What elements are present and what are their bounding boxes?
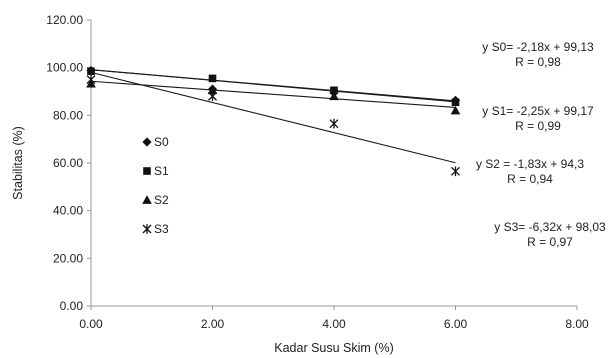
r-value-s2: R = 0,94 bbox=[507, 172, 553, 186]
y-tick-label: 80.00 bbox=[53, 108, 83, 122]
data-point-s3 bbox=[329, 118, 339, 129]
legend-marker-s0 bbox=[142, 137, 152, 147]
trendline-s3 bbox=[90, 71, 456, 164]
r-value-s0: R = 0,98 bbox=[515, 55, 561, 69]
data-point-s1 bbox=[87, 67, 95, 76]
legend-marker-s1 bbox=[143, 167, 151, 175]
data-point-s2 bbox=[450, 105, 461, 115]
r-value-s3: R = 0,97 bbox=[527, 235, 573, 249]
y-tick-label: 120.00 bbox=[46, 13, 83, 27]
equation-s3: y S3= -6,32x + 98,03 bbox=[494, 220, 606, 234]
data-point-s2 bbox=[207, 85, 218, 95]
x-tick-group: 0.00 2.00 4.00 6.00 8.00 bbox=[79, 306, 589, 331]
x-tick-label: 4.00 bbox=[322, 317, 346, 331]
legend-label-s0: S0 bbox=[154, 135, 169, 149]
legend-marker-s2 bbox=[142, 195, 152, 204]
data-point-s1 bbox=[330, 86, 338, 95]
legend-marker-s3 bbox=[142, 224, 152, 234]
data-point-s1 bbox=[451, 98, 460, 107]
legend: S0 S1 S2 S3 bbox=[142, 135, 169, 236]
y-tick-label: 40.00 bbox=[53, 204, 83, 218]
x-tick-label: 2.00 bbox=[201, 317, 225, 331]
equation-s1: y S1= -2,25x + 99,17 bbox=[482, 104, 594, 118]
y-axis-title: Stabilitas (%) bbox=[11, 126, 25, 200]
data-point-s1 bbox=[208, 74, 217, 83]
legend-label-s3: S3 bbox=[154, 222, 169, 236]
y-tick-label: 20.00 bbox=[53, 251, 83, 265]
y-tick-label: 0.00 bbox=[60, 299, 84, 313]
x-tick-label: 6.00 bbox=[444, 317, 468, 331]
data-point-s3 bbox=[208, 91, 217, 102]
y-tick-label: 60.00 bbox=[53, 156, 83, 170]
legend-label-s2: S2 bbox=[154, 193, 169, 207]
trendline-s1 bbox=[90, 69, 456, 103]
trendline-s2 bbox=[90, 80, 456, 108]
data-point-s3 bbox=[451, 166, 460, 177]
y-tick-group: 0.00 20.00 40.00 60.00 80.00 100.00 120.00 bbox=[46, 13, 91, 313]
x-tick-label: 0.00 bbox=[79, 317, 103, 331]
r-value-s1: R = 0,99 bbox=[515, 119, 561, 133]
data-point-s2 bbox=[329, 91, 339, 101]
y-tick-label: 100.00 bbox=[46, 61, 83, 75]
legend-label-s1: S1 bbox=[154, 164, 169, 178]
data-points-group bbox=[86, 65, 461, 177]
trendline-group bbox=[90, 69, 456, 164]
x-tick-label: 8.00 bbox=[565, 317, 589, 331]
data-point-s3 bbox=[86, 74, 96, 85]
x-axis-title: Kadar Susu Skim (%) bbox=[274, 341, 393, 355]
equation-s0: y S0= -2,18x + 99,13 bbox=[482, 40, 594, 54]
equation-s2: y S2 = -1,83x + 94,3 bbox=[476, 157, 584, 171]
equation-labels: y S0= -2,18x + 99,13R = 0,98 y S1= -2,25x… bbox=[476, 40, 606, 249]
